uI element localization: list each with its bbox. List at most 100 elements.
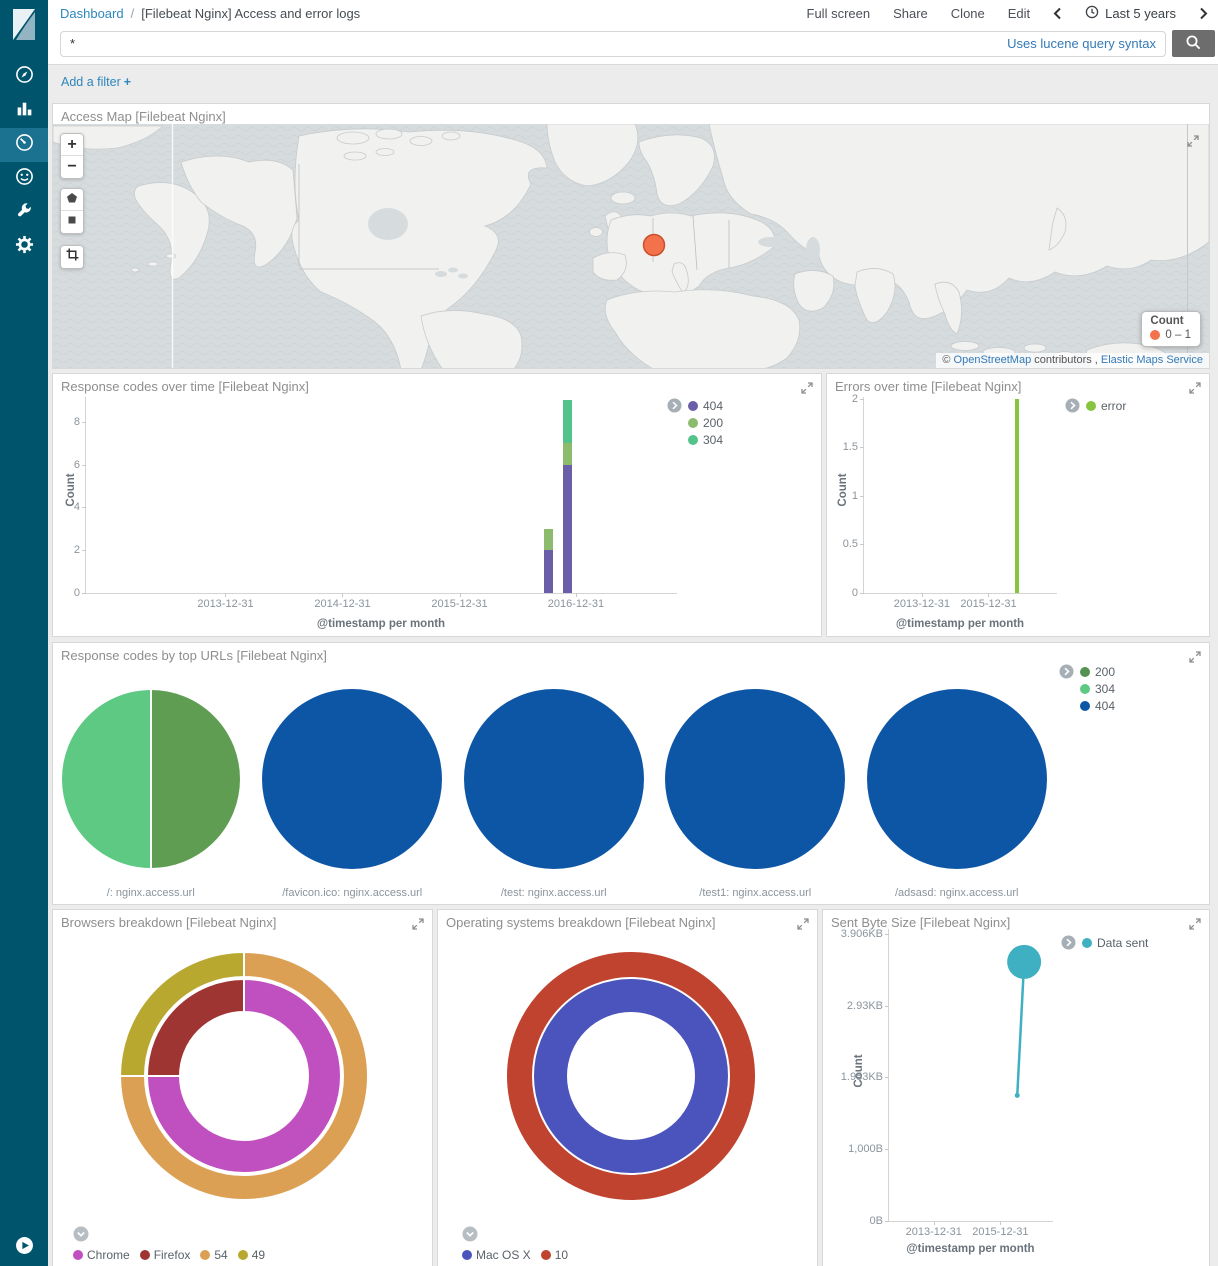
legend-item[interactable]: 304 [1080,680,1115,697]
query-input[interactable] [60,30,1166,57]
sidebar-item-timelion[interactable] [0,162,48,196]
legend-toggle-icon[interactable] [1061,935,1076,955]
donut-segment-Mac OS X[interactable] [534,979,728,1173]
browsers-donut-chart[interactable] [118,950,370,1207]
panel-title[interactable]: Response codes by top URLs [Filebeat Ngi… [61,648,327,663]
map-draw-rectangle-button[interactable] [61,211,83,233]
pie-slice-404[interactable] [665,689,846,869]
bar-segment-error[interactable] [1015,398,1020,593]
pie-chart[interactable]: /adsasd: nginx.access.url [856,688,1058,899]
world-map[interactable]: + − [53,124,1209,368]
legend-collapse-icon[interactable] [462,1226,478,1247]
legend-item[interactable]: 304 [688,431,723,448]
search-button[interactable] [1172,30,1215,57]
expand-icon[interactable] [1187,134,1199,152]
expand-icon[interactable] [1189,917,1201,935]
donut-segment-Chrome[interactable] [145,977,342,1174]
legend-item[interactable]: 49 [237,1248,265,1262]
donut-segment-Firefox[interactable] [145,977,245,1077]
breadcrumb-dashboard-link[interactable]: Dashboard [60,6,124,21]
panel-title[interactable]: Sent Byte Size [Filebeat Nginx] [831,915,1011,930]
legend-item[interactable]: 200 [1080,663,1115,680]
legend-item[interactable]: Chrome [73,1248,130,1262]
time-picker[interactable]: Last 5 years [1085,5,1176,22]
map-zoom-in-button[interactable]: + [61,134,83,156]
elastic-maps-service-link[interactable]: Elastic Maps Service [1100,354,1203,366]
legend-item[interactable]: Mac OS X [462,1248,531,1262]
panel-title[interactable]: Response codes over time [Filebeat Nginx… [61,379,309,394]
chart-legend: 200 304 404 [1059,663,1115,714]
sidebar-item-discover[interactable] [0,60,48,94]
bar-segment-404[interactable] [543,550,553,593]
map-zoom-out-button[interactable]: − [61,156,83,178]
donut-segment-49[interactable] [118,950,245,1077]
legend-toggle-icon[interactable] [1065,398,1080,418]
pie-slice-404[interactable] [262,689,443,869]
legend-item[interactable]: Firefox [139,1248,190,1262]
bar-segment-404[interactable] [562,464,572,593]
pie-chart[interactable]: /favicon.ico: nginx.access.url [252,688,454,899]
legend-toggle-icon[interactable] [1059,664,1074,684]
donut-segment-54[interactable] [118,950,369,1201]
lucene-syntax-link[interactable]: Uses lucene query syntax [1007,36,1156,51]
sidebar-item-dev-tools[interactable] [0,196,48,230]
data-point[interactable] [1007,944,1042,979]
panel-title[interactable]: Operating systems breakdown [Filebeat Ng… [446,915,716,930]
expand-icon[interactable] [412,917,424,935]
menu-clone[interactable]: Clone [950,6,985,21]
map-draw-polygon-button[interactable] [61,189,83,211]
legend-item[interactable]: 404 [1080,697,1115,714]
expand-icon[interactable] [1189,650,1201,668]
legend-toggle-icon[interactable] [667,398,682,418]
panel-top-urls: Response codes by top URLs [Filebeat Ngi… [52,642,1210,905]
pie-chart[interactable]: /: nginx.access.url [50,688,252,899]
errors-bar-chart[interactable]: 0 0.5 1 1.5 2 2013-12-31 2015-12-31 [843,393,1057,610]
sidebar-collapse-button[interactable] [0,1230,48,1266]
sent-bytes-line-chart[interactable]: 0B 1,000B 1.953KB 2.93KB 3.906KB 2013-12-31 20… [841,928,1053,1238]
legend-collapse-icon[interactable] [73,1226,89,1247]
sidebar-nav [0,60,48,264]
bar-segment-304[interactable] [562,400,572,444]
pie-slice-304[interactable] [59,688,152,870]
time-next-button[interactable] [1199,7,1208,20]
response-codes-bar-chart[interactable]: 0 2 4 6 8 2013-12-31 2014-12-31 2015-12-31 2016-… [74,397,677,610]
kibana-logo[interactable] [0,0,48,48]
sidebar-item-management[interactable] [0,230,48,264]
legend-dot [1080,683,1090,694]
map-crop-button[interactable] [61,246,83,268]
data-point[interactable] [1014,1092,1020,1098]
bar-segment-200[interactable] [562,443,572,465]
bar-segment-200[interactable] [543,528,553,551]
panel-title[interactable]: Browsers breakdown [Filebeat Nginx] [61,915,277,930]
donut-segment-10[interactable] [507,952,755,1200]
menu-edit[interactable]: Edit [1007,6,1031,21]
legend-item[interactable]: error [1086,397,1126,414]
legend-item[interactable]: Data sent [1082,934,1148,951]
legend-item[interactable]: 404 [688,397,723,414]
expand-icon[interactable] [797,917,809,935]
expand-icon[interactable] [801,381,813,399]
pie-slice-200[interactable] [149,688,242,870]
pie-chart[interactable]: /test1: nginx.access.url [655,688,857,899]
legend-item[interactable]: 10 [540,1248,568,1262]
sidebar-item-dashboard[interactable] [0,128,48,162]
add-filter-link[interactable]: Add a filter + [61,75,132,89]
os-donut-chart[interactable] [505,950,757,1207]
pie-slice-404[interactable] [866,689,1047,869]
pie-chart[interactable]: /test: nginx.access.url [453,688,655,899]
sidebar-item-visualize[interactable] [0,94,48,128]
pie-slice-404[interactable] [463,689,644,869]
menu-full-screen[interactable]: Full screen [806,6,871,21]
panel-title[interactable]: Access Map [Filebeat Nginx] [61,109,226,124]
legend-item[interactable]: 54 [200,1248,228,1262]
legend-item[interactable]: 200 [688,414,723,431]
map-marker[interactable] [642,233,666,257]
x-axis-title: @timestamp per month [316,618,446,630]
pie-chart-row[interactable]: /: nginx.access.url/favicon.ico: nginx.a… [50,688,1058,899]
expand-icon[interactable] [1189,381,1201,399]
menu-share[interactable]: Share [893,6,928,21]
time-prev-button[interactable] [1053,7,1062,20]
panel-title[interactable]: Errors over time [Filebeat Nginx] [835,379,1022,394]
openstreetmap-link[interactable]: OpenStreetMap [953,354,1032,366]
